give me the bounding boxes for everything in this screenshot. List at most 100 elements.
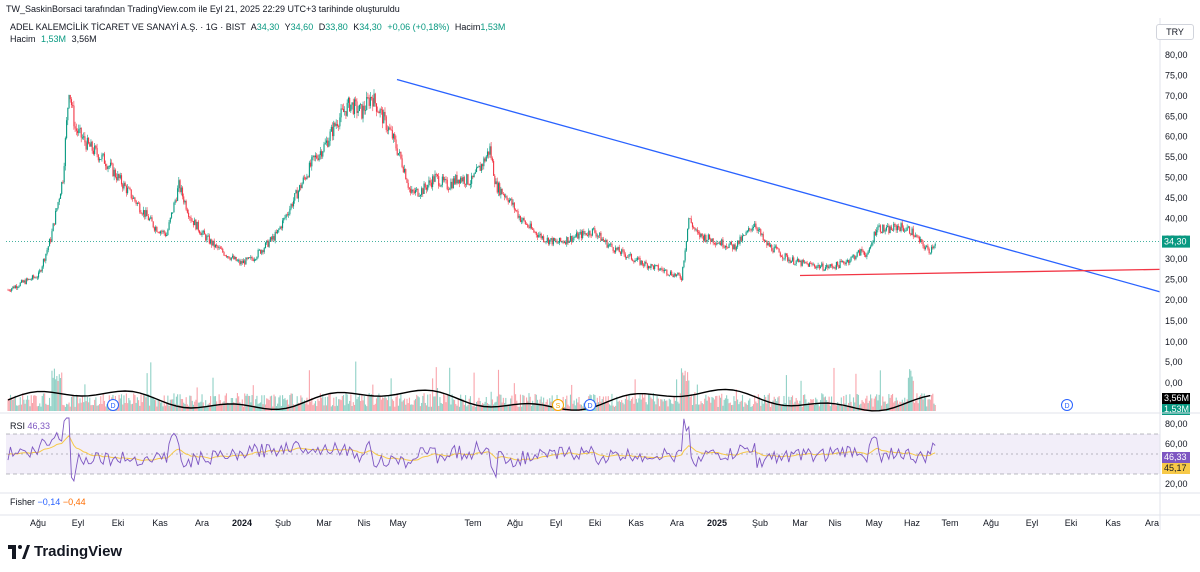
volume-bar bbox=[16, 405, 18, 411]
candle-body bbox=[46, 250, 48, 254]
volume-bar bbox=[791, 395, 794, 411]
volume-bar bbox=[364, 404, 367, 411]
volume-bar bbox=[780, 405, 783, 411]
volume-bar bbox=[91, 404, 93, 411]
volume-bar bbox=[213, 396, 215, 411]
volume-bar bbox=[51, 370, 53, 411]
volume-bar bbox=[268, 400, 270, 411]
candle-body bbox=[818, 264, 820, 269]
candle-body bbox=[726, 245, 728, 248]
candle-body bbox=[246, 257, 248, 259]
volume-bar bbox=[924, 397, 927, 411]
candle-body bbox=[587, 235, 589, 236]
volume-bar bbox=[676, 379, 678, 411]
volume-bar bbox=[389, 406, 391, 411]
candle-body bbox=[186, 209, 188, 213]
volume-bar bbox=[907, 377, 909, 411]
attribution-text: TW_SaskinBorsaci tarafından TradingView.… bbox=[6, 4, 400, 14]
candle-body bbox=[328, 141, 330, 147]
candle-body bbox=[834, 267, 836, 269]
candle-body bbox=[729, 241, 731, 245]
candle-body bbox=[70, 99, 73, 106]
time-tick-label: Ara bbox=[670, 518, 684, 528]
volume-bar bbox=[352, 402, 354, 411]
candle-body bbox=[828, 266, 830, 269]
tradingview-logo[interactable]: TradingView bbox=[8, 543, 122, 560]
candle-body bbox=[850, 256, 852, 261]
candle-body bbox=[168, 222, 170, 230]
volume-bar bbox=[30, 395, 32, 411]
volume-bar bbox=[299, 404, 301, 411]
volume-bar bbox=[496, 396, 498, 411]
volume-bar bbox=[739, 401, 741, 411]
volume-bar bbox=[582, 406, 584, 411]
symbol-name[interactable]: ADEL KALEMCİLİK TİCARET VE SANAYİ A.Ş. ·… bbox=[10, 22, 246, 32]
volume-bar bbox=[741, 394, 744, 411]
volume-bar bbox=[630, 399, 633, 411]
candle-body bbox=[25, 278, 27, 285]
volume-bar bbox=[624, 398, 626, 411]
volume-bar bbox=[29, 406, 31, 411]
candle-body bbox=[242, 260, 245, 264]
volume-bar bbox=[648, 394, 650, 411]
volume-bar bbox=[816, 399, 818, 411]
candle-body bbox=[694, 227, 696, 230]
candle-body bbox=[141, 213, 143, 215]
volume-bar bbox=[40, 406, 42, 411]
volume-bar bbox=[821, 393, 823, 411]
volume-bar bbox=[522, 394, 524, 411]
rsi-legend[interactable]: RSI 46,33 bbox=[10, 421, 50, 431]
candle-body bbox=[311, 157, 313, 167]
candle-body bbox=[767, 242, 769, 246]
candle-body bbox=[405, 169, 407, 180]
candle-body bbox=[616, 247, 618, 250]
candle-body bbox=[197, 221, 199, 231]
candle-body bbox=[274, 232, 276, 241]
volume-bar bbox=[538, 403, 540, 411]
volume-bar bbox=[855, 373, 857, 411]
volume-bar bbox=[783, 395, 785, 411]
volume-legend[interactable]: Hacim 1,53M 3,56M bbox=[10, 34, 100, 44]
open-value: 34,30 bbox=[256, 22, 280, 32]
candle-body bbox=[14, 285, 16, 289]
candle-body bbox=[321, 151, 323, 157]
candle-body bbox=[599, 232, 601, 236]
volume-bar bbox=[506, 405, 508, 411]
candle-body bbox=[161, 231, 163, 233]
candle-body bbox=[169, 217, 171, 223]
candle-body bbox=[219, 247, 221, 249]
volume-bar bbox=[893, 402, 895, 411]
candle-body bbox=[399, 151, 401, 154]
time-tick-label: Mar bbox=[316, 518, 332, 528]
volume-bar bbox=[433, 396, 435, 411]
candle-body bbox=[915, 235, 917, 237]
volume-bar bbox=[756, 403, 758, 411]
volume-bar bbox=[353, 404, 356, 411]
candle-body bbox=[926, 245, 928, 248]
volume-bar bbox=[734, 401, 736, 411]
volume-bar bbox=[427, 394, 429, 411]
volume-bar bbox=[321, 397, 323, 411]
fisher-legend[interactable]: Fisher −0,14 −0,44 bbox=[10, 497, 86, 507]
candle-body bbox=[260, 249, 262, 254]
volume-bar bbox=[118, 394, 120, 411]
symbol-legend[interactable]: ADEL KALEMCİLİK TİCARET VE SANAYİ A.Ş. ·… bbox=[10, 22, 508, 32]
volume-bar bbox=[180, 398, 182, 411]
candle-body bbox=[211, 239, 213, 246]
volume-bar bbox=[168, 405, 170, 411]
candle-body bbox=[717, 242, 719, 244]
candle-body bbox=[538, 235, 540, 238]
candle-body bbox=[363, 105, 365, 111]
candle-body bbox=[164, 233, 166, 237]
volume-bar bbox=[23, 399, 25, 411]
candle-body bbox=[213, 240, 215, 248]
volume-bar bbox=[632, 397, 634, 411]
candle-body bbox=[329, 131, 331, 142]
volume-bar bbox=[694, 392, 696, 411]
candle-body bbox=[449, 188, 451, 190]
volume-bar bbox=[162, 406, 164, 411]
candle-body bbox=[706, 239, 708, 242]
currency-button[interactable]: TRY bbox=[1156, 24, 1194, 40]
candle-body bbox=[277, 229, 279, 234]
